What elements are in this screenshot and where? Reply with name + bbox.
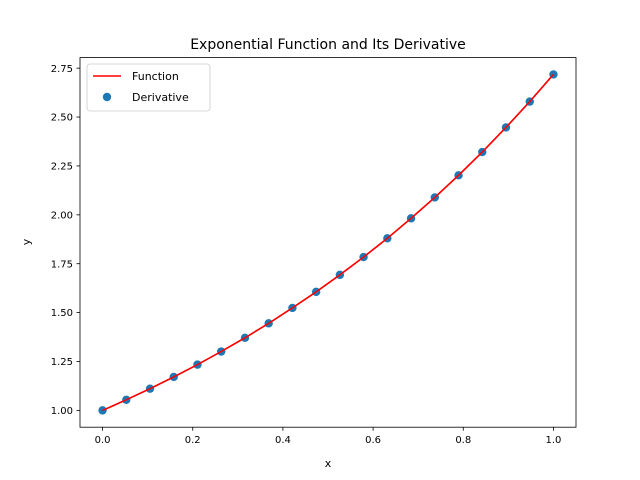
y-tick-label: 1.75 bbox=[51, 259, 73, 270]
y-tick-label: 2.00 bbox=[51, 210, 73, 221]
y-tick-label: 2.75 bbox=[51, 64, 73, 75]
y-tick-label: 1.25 bbox=[51, 357, 73, 368]
x-tick-label: 0.0 bbox=[95, 435, 111, 446]
y-tick-label: 2.50 bbox=[51, 113, 73, 124]
x-tick-label: 0.8 bbox=[455, 435, 471, 446]
x-tick-label: 0.4 bbox=[275, 435, 291, 446]
x-tick-label: 0.6 bbox=[365, 435, 381, 446]
x-axis: 0.0 0.2 0.4 0.6 0.8 1.0 bbox=[95, 427, 562, 446]
y-axis-label: y bbox=[20, 238, 33, 245]
function-line-overlay bbox=[102, 73, 555, 412]
y-tick-label: 1.50 bbox=[51, 308, 73, 319]
y-tick-label: 2.25 bbox=[51, 162, 73, 173]
x-tick-label: 1.0 bbox=[546, 435, 562, 446]
y-axis: 1.00 1.25 1.50 1.75 2.00 2.25 2.50 2.75 bbox=[51, 64, 80, 417]
legend-derivative-label: Derivative bbox=[132, 91, 189, 104]
x-axis-label: x bbox=[325, 457, 332, 470]
x-tick-label: 0.2 bbox=[185, 435, 201, 446]
axes-frame bbox=[79, 57, 577, 428]
legend-function-label: Function bbox=[132, 70, 179, 83]
legend: Function Derivative bbox=[86, 63, 211, 112]
series-layer bbox=[98, 70, 558, 415]
y-tick-label: 1.00 bbox=[51, 406, 73, 417]
chart-title: Exponential Function and Its Derivative bbox=[190, 37, 466, 53]
legend-derivative-swatch bbox=[102, 92, 112, 102]
